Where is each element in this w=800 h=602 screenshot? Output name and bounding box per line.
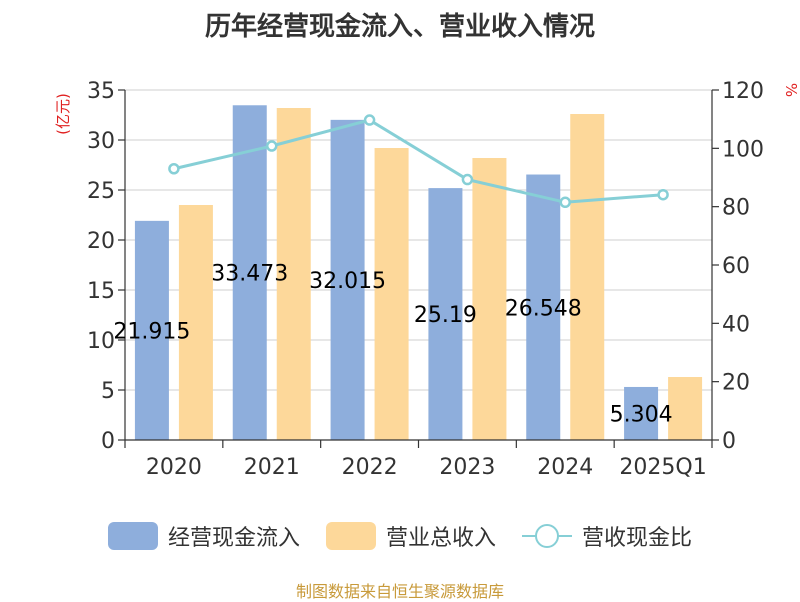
y-left-tick-label: 20 bbox=[87, 229, 115, 254]
bar-cash-inflow bbox=[526, 174, 561, 440]
legend: 经营现金流入 营业总收入 营收现金比 bbox=[0, 514, 800, 558]
ratio-line-group bbox=[168, 114, 669, 209]
y-right-tick-label: 80 bbox=[722, 196, 750, 221]
data-label-cash-inflow: 21.915 bbox=[113, 319, 190, 344]
legend-label-cash-inflow: 经营现金流入 bbox=[167, 526, 300, 551]
legend-label-revenue: 营业总收入 bbox=[385, 526, 496, 551]
x-tick-label: 2024 bbox=[537, 455, 593, 480]
x-tick-label: 2025Q1 bbox=[619, 455, 706, 480]
ratio-point bbox=[266, 140, 278, 152]
y-right-unit: % bbox=[782, 83, 800, 97]
y-left-tick-label: 25 bbox=[87, 179, 115, 204]
y-left-tick-label: 30 bbox=[87, 129, 115, 154]
legend-item-cash-inflow[interactable]: 经营现金流入 bbox=[107, 520, 300, 552]
y-right-tick-label: 100 bbox=[722, 137, 764, 162]
bar-group bbox=[134, 105, 703, 441]
ratio-point bbox=[657, 188, 669, 201]
ratio-point bbox=[363, 114, 376, 126]
legend-swatch-ratio bbox=[522, 522, 572, 550]
bar-cash-inflow bbox=[134, 220, 169, 440]
legend-swatch-revenue bbox=[325, 522, 376, 550]
y-left-tick-label: 15 bbox=[87, 279, 115, 304]
ratio-point bbox=[461, 173, 474, 186]
axes: 0 5 10 15 20 25 30 35 0 20 40 60 80 100 120 2020 2021 202… bbox=[87, 79, 764, 480]
data-labels: 21.915 33.473 32.015 25.19 26.548 5.304 bbox=[113, 262, 672, 428]
legend-label-ratio: 营收现金比 bbox=[582, 526, 693, 551]
y-right-tick-label: 40 bbox=[722, 312, 750, 337]
ratio-line bbox=[173, 118, 664, 204]
data-label-cash-inflow: 33.473 bbox=[211, 262, 288, 287]
ratio-point bbox=[559, 196, 571, 209]
bar-revenue bbox=[570, 114, 605, 440]
bar-revenue bbox=[276, 108, 311, 440]
chart-title: 历年经营现金流入、营业收入情况 bbox=[204, 12, 595, 42]
bar-cash-inflow bbox=[428, 188, 463, 440]
bar-revenue bbox=[374, 148, 409, 440]
data-label-cash-inflow: 32.015 bbox=[309, 269, 386, 294]
data-label-cash-inflow: 26.548 bbox=[505, 296, 582, 321]
x-tick-label: 2022 bbox=[342, 455, 398, 480]
y-right-tick-label: 0 bbox=[722, 429, 736, 454]
y-left-tick-label: 10 bbox=[87, 329, 115, 354]
grid-lines bbox=[125, 89, 712, 391]
y-right-tick-label: 60 bbox=[722, 254, 750, 279]
data-label-cash-inflow: 25.19 bbox=[414, 303, 477, 328]
y-left-tick-label: 35 bbox=[87, 79, 115, 104]
data-label-cash-inflow: 5.304 bbox=[610, 402, 673, 427]
legend-item-revenue[interactable]: 营业总收入 bbox=[325, 520, 496, 552]
bar-revenue bbox=[178, 205, 213, 440]
bar-cash-inflow bbox=[624, 386, 659, 440]
y-left-tick-label: 0 bbox=[101, 429, 115, 454]
ratio-point bbox=[168, 163, 180, 175]
y-left-unit: (亿元) bbox=[54, 93, 72, 135]
bar-revenue bbox=[472, 158, 507, 440]
y-right-tick-label: 120 bbox=[722, 79, 764, 104]
legend-item-ratio[interactable]: 营收现金比 bbox=[522, 520, 692, 552]
x-tick-label: 2020 bbox=[146, 455, 202, 480]
y-left-tick-label: 5 bbox=[101, 379, 115, 404]
bar-cash-inflow bbox=[232, 105, 267, 441]
y-right-tick-label: 20 bbox=[722, 371, 750, 396]
source-note: 制图数据来自恒生聚源数据库 bbox=[295, 582, 504, 601]
bar-revenue bbox=[668, 377, 703, 440]
legend-swatch-cash-inflow bbox=[107, 522, 158, 550]
x-tick-label: 2023 bbox=[439, 455, 495, 480]
x-tick-label: 2021 bbox=[244, 455, 300, 480]
bar-cash-inflow bbox=[330, 119, 365, 440]
